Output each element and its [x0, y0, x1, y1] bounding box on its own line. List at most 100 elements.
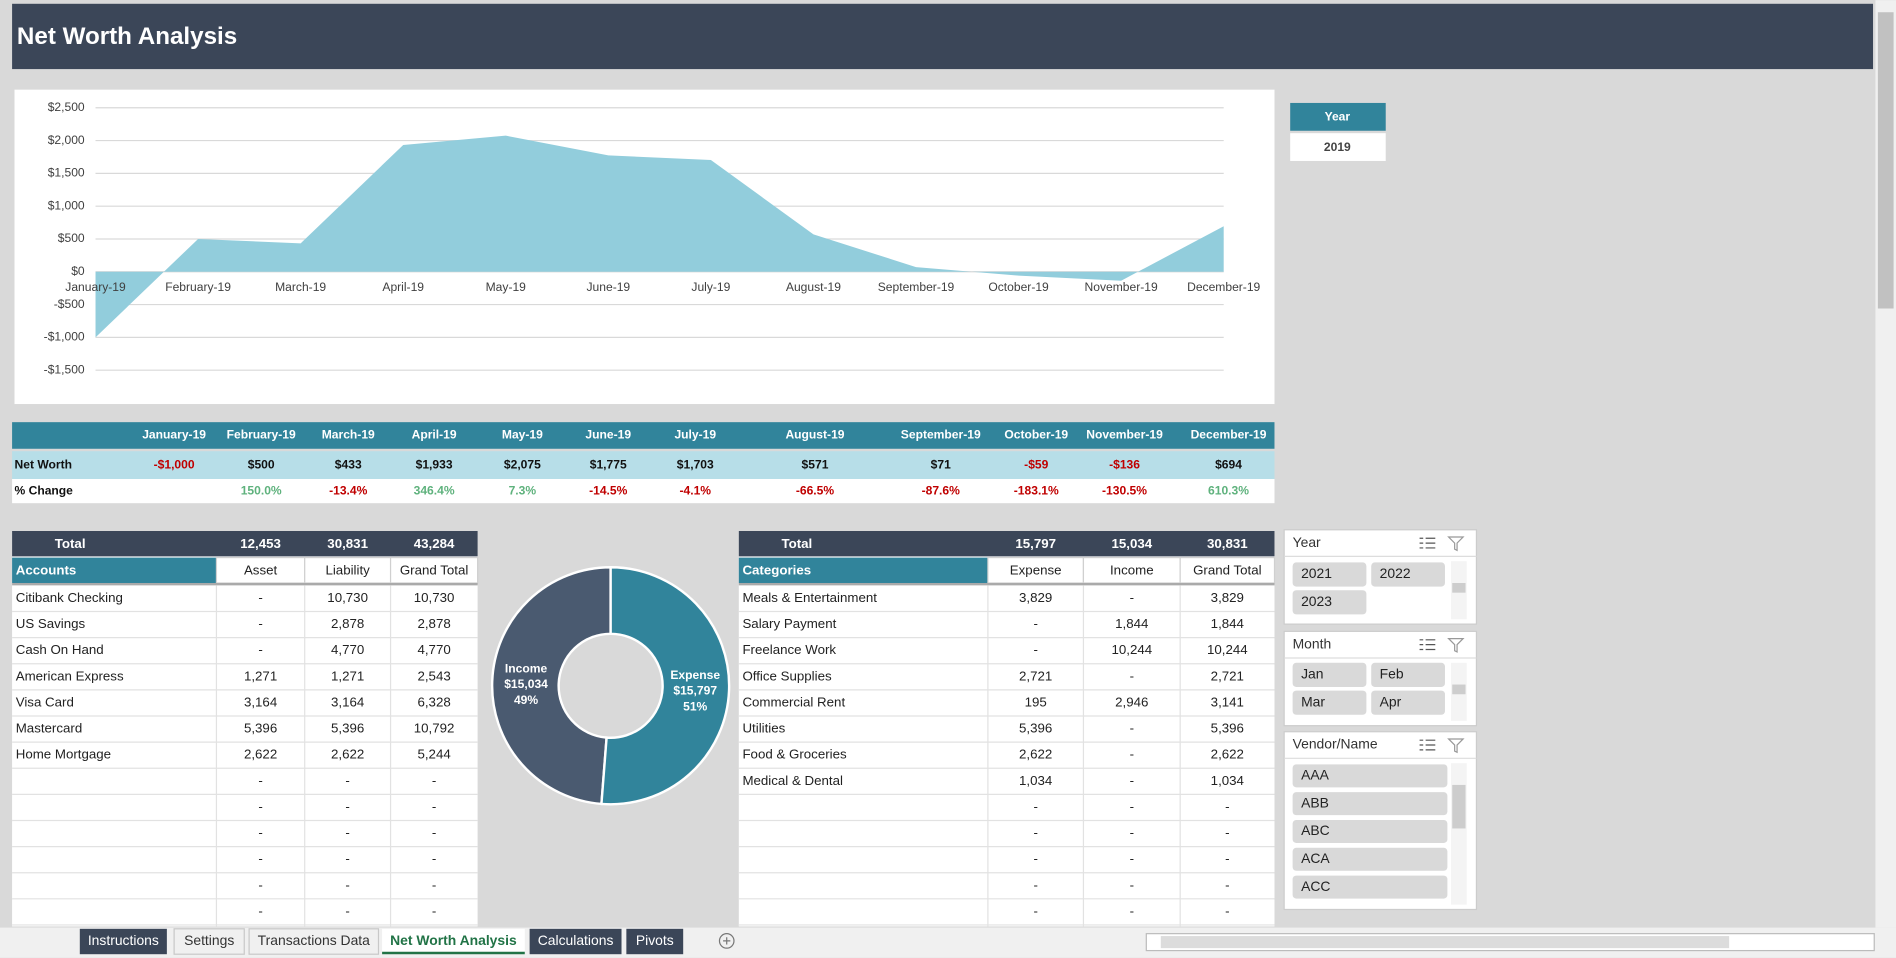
row-label: Net Worth [15, 457, 72, 471]
slicer-item[interactable]: 2022 [1380, 565, 1411, 581]
slice-value: $15,797 [673, 684, 717, 698]
sheet-tab[interactable] [248, 928, 380, 955]
pivot-cell: - [1130, 851, 1134, 866]
row-label: % Change [15, 483, 74, 497]
pivot-cell: - [258, 773, 262, 788]
slicer-button[interactable] [1371, 562, 1445, 587]
pivot-cell: 10,792 [414, 721, 455, 736]
column-header: January-19 [142, 428, 206, 442]
slicer-item[interactable]: 2021 [1301, 565, 1332, 581]
slicer-item[interactable]: Apr [1380, 693, 1402, 709]
sheet-tab-label[interactable]: Calculations [538, 932, 614, 948]
table-cell: -$59 [1024, 457, 1048, 471]
slicer-item[interactable]: ACA [1301, 850, 1330, 866]
multi-select-icon[interactable] [1419, 739, 1436, 751]
pivot-cell: 2,622 [331, 747, 364, 762]
slice-label: Income [505, 661, 548, 675]
slice-percent: 51% [683, 699, 707, 713]
pivot-cell: 5,396 [1019, 721, 1052, 736]
pivot-cell: - [258, 825, 262, 840]
clear-filter-icon[interactable] [1447, 638, 1465, 653]
table-cell: $1,933 [416, 457, 453, 471]
sheet-tab-label[interactable]: Transactions Data [258, 932, 370, 948]
pivot-cell: - [1033, 799, 1037, 814]
slicer-button[interactable] [1371, 662, 1445, 687]
pivot-cell: - [1225, 877, 1229, 892]
pivot-cell: 2,721 [1211, 668, 1244, 683]
clear-filter-icon[interactable] [1447, 536, 1465, 552]
pivot-cell: - [345, 903, 349, 918]
add-sheet-button[interactable] [718, 933, 735, 949]
slicer-item[interactable]: ABC [1301, 822, 1330, 838]
table-row [12, 479, 1275, 504]
x-tick-label: September-19 [878, 280, 955, 294]
multi-select-icon[interactable] [1419, 639, 1436, 651]
slicer-scroll-thumb[interactable] [1452, 582, 1466, 593]
multi-select-icon[interactable] [1419, 537, 1436, 549]
slicer-button[interactable] [1371, 690, 1445, 715]
h-scroll-thumb[interactable] [1160, 936, 1730, 949]
pivot-cell: - [345, 877, 349, 892]
slicer-button[interactable] [1292, 875, 1448, 899]
slicer-item[interactable]: Feb [1380, 666, 1404, 682]
pivot-cell: - [1130, 590, 1134, 605]
slicer-button[interactable] [1292, 847, 1448, 871]
pivot-header-cell [987, 556, 1085, 584]
pivot-cell: 4,770 [417, 642, 450, 657]
pivot-cell: - [432, 903, 436, 918]
pivot-cell: 195 [1025, 694, 1047, 709]
column-header: November-19 [1086, 428, 1163, 442]
clear-filter-icon[interactable] [1447, 738, 1465, 754]
slice-label: Expense [670, 668, 720, 682]
column-header: October-19 [1004, 428, 1068, 442]
donut-slice [600, 566, 731, 806]
year-filter-cell [1290, 133, 1386, 161]
slicer-item[interactable]: ACC [1301, 878, 1330, 894]
column-header: August-19 [785, 428, 844, 442]
sheet-tab[interactable] [529, 928, 622, 955]
slicer-scroll[interactable] [1451, 763, 1467, 905]
sheet-tab-label[interactable]: Settings [184, 932, 234, 948]
pivot-cell: - [1033, 825, 1037, 840]
table-cell: $694 [1215, 457, 1242, 471]
slicer-button[interactable] [1292, 590, 1367, 615]
pivot-cell: Utilities [742, 721, 785, 736]
pivot-header: Asset [244, 562, 278, 577]
slicer-item[interactable]: ABB [1301, 794, 1329, 810]
slicer-scroll-thumb[interactable] [1452, 684, 1466, 695]
slicer-item[interactable]: Jan [1301, 666, 1323, 682]
slicer-button[interactable] [1292, 690, 1367, 715]
pivot-cell: - [1225, 851, 1229, 866]
x-tick-label: June-19 [587, 280, 631, 294]
slicer-item[interactable]: Mar [1301, 693, 1325, 709]
column-header: July-19 [674, 428, 716, 442]
pivot-cell: 2,721 [1019, 668, 1052, 683]
sheet-tab[interactable] [173, 928, 245, 955]
pivot-cell: Office Supplies [742, 668, 832, 683]
slicer-item[interactable]: AAA [1301, 767, 1330, 783]
table-cell: -87.6% [922, 483, 961, 497]
pivot-cell: 4,770 [331, 642, 364, 657]
pivot-cell: - [1033, 642, 1037, 657]
column-header: May-19 [502, 428, 543, 442]
sheet-tab-label[interactable]: Pivots [636, 932, 674, 948]
scroll-thumb[interactable] [1877, 12, 1894, 309]
sheet-tab[interactable] [382, 928, 525, 955]
slicer-button[interactable] [1292, 562, 1367, 587]
sheet-tab[interactable] [79, 928, 167, 955]
slicer-scroll-thumb[interactable] [1452, 784, 1466, 829]
pivot-cell: - [345, 851, 349, 866]
pivot-cell: - [1033, 877, 1037, 892]
slicer-button[interactable] [1292, 819, 1448, 843]
slicer-button[interactable] [1292, 792, 1448, 816]
slicer-button[interactable] [1292, 764, 1448, 788]
slicer-button[interactable] [1292, 662, 1367, 687]
pivot-cell: 10,730 [414, 590, 455, 605]
pivot-total-cell: 15,797 [1015, 536, 1056, 551]
y-tick-label: $2,500 [48, 100, 85, 114]
slicer-item[interactable]: 2023 [1301, 593, 1332, 609]
pivot-cell: 6,328 [417, 694, 450, 709]
sheet-tab-label[interactable]: Instructions [88, 932, 159, 948]
sheet-tab-label[interactable]: Net Worth Analysis [390, 932, 517, 948]
sheet-tab[interactable] [626, 928, 684, 955]
